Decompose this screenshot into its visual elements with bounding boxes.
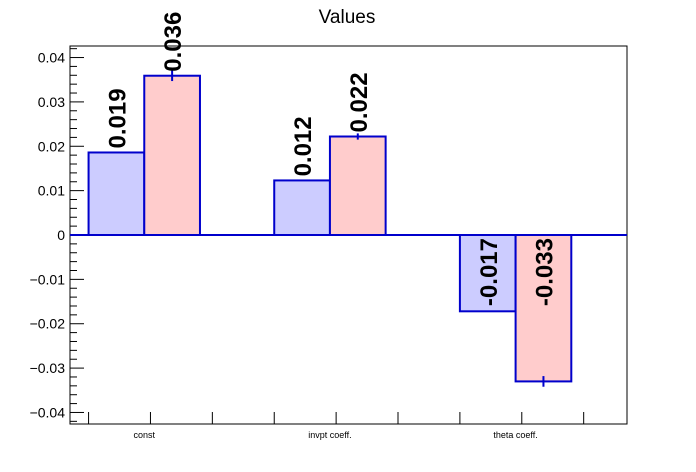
data-label: 0.022 [346, 72, 373, 132]
data-label: 0.019 [104, 88, 131, 148]
plot-area: −0.04 −0.03 −0.02 −0.01 0 0.01 0.02 0.03 0.04 con… [30, 12, 628, 440]
bar [458, 234, 517, 313]
x-tick-label: invpt coeff. [308, 430, 351, 440]
chart-title: Values [319, 7, 376, 28]
y-tick-label: 0.04 [38, 50, 65, 66]
y-tick-label: 0 [57, 227, 65, 243]
bar [514, 234, 573, 383]
data-label: 0.012 [290, 116, 317, 176]
y-tick-label: 0.03 [38, 94, 65, 110]
y-tick-label: −0.01 [30, 271, 66, 287]
y-tick-label: −0.03 [30, 360, 66, 376]
data-label: -0.033 [531, 238, 558, 306]
bar [328, 135, 387, 237]
y-tick-label: −0.04 [30, 404, 66, 420]
data-label: 0.036 [160, 12, 187, 72]
x-tick-label: const [134, 430, 156, 440]
x-tick-label: theta coeff. [493, 430, 537, 440]
bar [273, 179, 331, 237]
bar [87, 151, 146, 236]
y-tick-label: 0.02 [38, 138, 65, 154]
y-tick-label: 0.01 [38, 183, 65, 199]
y-tick-label: −0.02 [30, 316, 66, 332]
bar [143, 74, 201, 236]
data-label: -0.017 [476, 238, 503, 306]
